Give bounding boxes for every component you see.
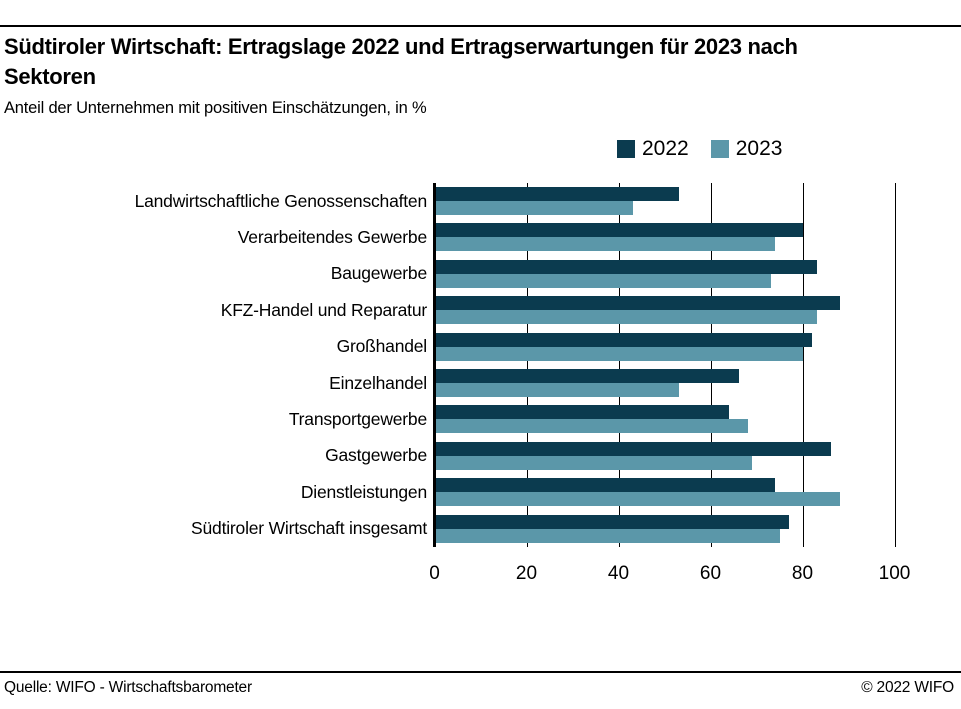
chart-row (435, 511, 933, 547)
bar-2023 (435, 419, 748, 434)
copyright-text: © 2022 WIFO (861, 679, 954, 696)
chart-row (435, 438, 933, 474)
bar-2023 (435, 273, 771, 288)
chart-subtitle: Anteil der Unternehmen mit positiven Ein… (4, 99, 427, 117)
legend-swatch-icon (710, 140, 729, 158)
category-label: Großhandel (336, 336, 428, 357)
gridline (802, 183, 804, 547)
source-text: Quelle: WIFO - Wirtschaftsbarometer (4, 679, 252, 696)
category-label: KFZ-Handel und Reparatur (220, 299, 427, 320)
top-divider (0, 25, 961, 27)
category-label: Gastgewerbe (325, 445, 427, 466)
gridline (894, 183, 896, 547)
chart-row (435, 401, 933, 437)
x-tick-label: 0 (429, 563, 440, 584)
bar-2023 (435, 492, 840, 507)
chart-row (435, 256, 933, 292)
legend: 2022 2023 (617, 137, 782, 161)
bar-2023 (435, 237, 776, 252)
x-tick-label: 100 (878, 563, 911, 584)
chart-title: Südtiroler Wirtschaft: Ertragslage 2022 … (4, 34, 798, 89)
x-axis: 0 20 40 60 80 100 (429, 563, 933, 589)
bar-2022 (435, 368, 739, 383)
category-label: Verarbeitendes Gewerbe (237, 227, 427, 248)
bar-rows (435, 183, 933, 547)
chart-row (435, 219, 933, 255)
x-tick-label: 40 (607, 563, 630, 584)
chart-row (435, 329, 933, 365)
category-labels: Landwirtschaftliche Genossenschaften Vera… (0, 183, 433, 547)
bar-2023 (435, 528, 780, 543)
bar-2023 (435, 310, 817, 325)
bar-chart: Landwirtschaftliche Genossenschaften Vera… (0, 183, 933, 584)
bar-2022 (435, 441, 831, 456)
bar-2022 (435, 259, 817, 274)
category-label: Baugewerbe (330, 263, 427, 284)
x-tick-label: 80 (791, 563, 814, 584)
bar-2023 (435, 201, 633, 215)
chart-row (435, 292, 933, 328)
bar-2023 (435, 455, 753, 470)
bar-2022 (435, 223, 803, 238)
bar-2023 (435, 346, 803, 361)
bar-2022 (435, 332, 813, 347)
legend-label: 2023 (735, 137, 783, 160)
legend-item-2023: 2023 (710, 137, 783, 161)
category-label: Transportgewerbe (288, 409, 427, 430)
category-label: Dienstleistungen (300, 481, 427, 502)
chart-row (435, 365, 933, 401)
chart-row (435, 474, 933, 510)
gridline (710, 183, 712, 547)
legend-swatch-icon (617, 140, 635, 158)
chart-row (435, 183, 933, 219)
bottom-divider (0, 671, 961, 673)
legend-item-2022: 2022 (617, 137, 689, 161)
category-label: Einzelhandel (329, 372, 427, 393)
bar-2022 (435, 405, 730, 420)
x-tick-label: 60 (699, 563, 722, 584)
category-label: Landwirtschaftliche Genossenschaften (134, 190, 428, 211)
bar-2022 (435, 296, 840, 311)
x-tick-label: 20 (515, 563, 538, 584)
bar-2022 (435, 187, 679, 201)
gridline (526, 183, 528, 547)
category-label: Südtiroler Wirtschaft insgesamt (191, 518, 427, 539)
y-axis-line (433, 183, 436, 547)
plot-area: 0 20 40 60 80 100 (429, 183, 933, 584)
legend-label: 2022 (642, 137, 689, 160)
gridline (618, 183, 620, 547)
bar-2022 (435, 514, 790, 529)
bar-2023 (435, 382, 679, 397)
bar-2022 (435, 478, 776, 493)
